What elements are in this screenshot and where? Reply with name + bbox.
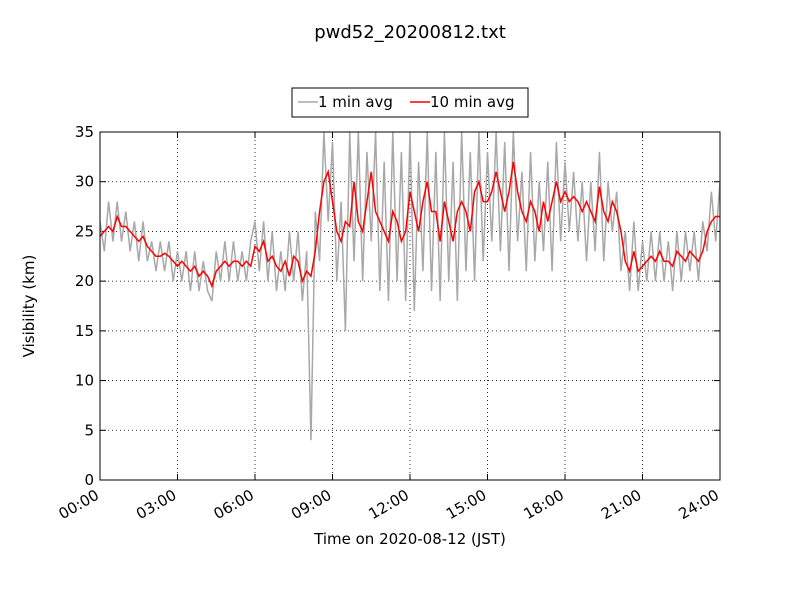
- y-tick-label: 5: [84, 421, 94, 439]
- y-tick-label: 30: [75, 173, 94, 191]
- data-line: [100, 161, 720, 289]
- legend-label: 10 min avg: [430, 93, 515, 111]
- plot-frame: [99, 131, 721, 481]
- chart-title: pwd52_20200812.txt: [314, 22, 506, 43]
- y-tick-label: 0: [84, 471, 94, 489]
- y-tick-label: 35: [75, 123, 94, 141]
- legend: 1 min avg 10 min avg: [291, 87, 529, 118]
- y-tick-label: 15: [75, 322, 94, 340]
- y-tick-label: 10: [75, 372, 94, 390]
- y-axis-label: Visibility (km): [20, 255, 38, 358]
- data-line: [100, 132, 720, 441]
- legend-label: 1 min avg: [318, 93, 393, 111]
- x-axis-label: Time on 2020-08-12 (JST): [313, 530, 506, 548]
- y-tick-label: 20: [75, 272, 94, 290]
- y-tick-label: 25: [75, 222, 94, 240]
